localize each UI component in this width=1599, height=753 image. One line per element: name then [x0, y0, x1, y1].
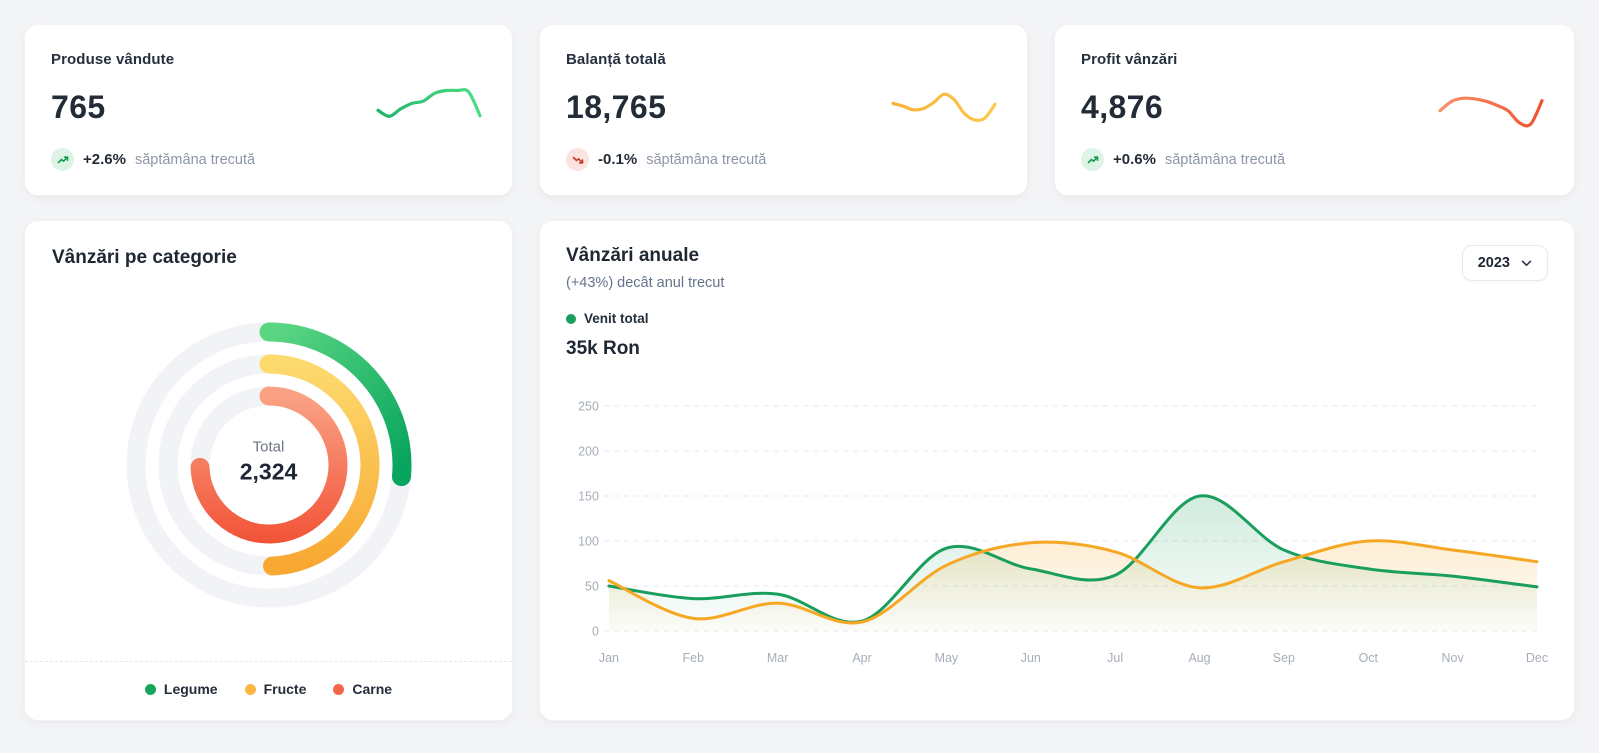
series-line-series-2: [607, 539, 1539, 625]
legend-item-carne[interactable]: Carne: [333, 681, 392, 697]
delta-value: -0.1%: [598, 151, 638, 168]
delta-value: +0.6%: [1113, 151, 1156, 168]
y-axis-label: 50: [585, 579, 599, 593]
series-line-venit-total: [607, 494, 1539, 624]
legend-item-legume[interactable]: Legume: [144, 681, 218, 697]
y-axis-label: 150: [578, 489, 599, 503]
stat-card-value: 18,765: [566, 88, 667, 125]
stat-card-profit-vanzari: Profit vânzări 4,876 +0.6% săptămâna tre…: [1054, 24, 1575, 196]
carne-dot-icon: [333, 683, 345, 695]
stat-card-title: Produse vândute: [51, 51, 175, 68]
legend-item-venit-total[interactable]: Venit total: [566, 311, 1548, 326]
annual-card-title: Vânzări anuale: [566, 245, 700, 266]
series-area-series-2: [608, 540, 1538, 631]
annual-area-chart: 0 50 100 150 200 250 Jan Feb Mar Apr May Jun Jul Aug S…: [578, 399, 1548, 665]
legend-label: Legume: [163, 681, 218, 697]
stat-card-title: Profit vânzări: [1081, 51, 1178, 68]
radial-bar-chart: Total 2,324: [25, 269, 512, 661]
fructe-dot-icon: [244, 683, 256, 695]
x-axis-label: Dec: [1526, 651, 1548, 665]
delta-note: săptămâna trecută: [134, 151, 256, 168]
y-axis-label: 100: [578, 534, 599, 548]
legume-dot-icon: [144, 683, 156, 695]
stat-card-delta-row: +2.6% săptămâna trecută: [51, 148, 486, 171]
trending-up-icon: [51, 148, 74, 171]
y-axis-label: 250: [578, 399, 599, 413]
category-card-title: Vânzări pe categorie: [52, 247, 237, 268]
x-axis-label: Apr: [852, 651, 871, 665]
sparkline-path: [1438, 96, 1544, 128]
x-axis-label: Jun: [1021, 651, 1041, 665]
annual-sales-card: Vânzări anuale (+43%) decât anul trecut …: [539, 220, 1575, 721]
x-axis-label: Mar: [767, 651, 788, 665]
radial-arc-legume: [259, 322, 411, 487]
radial-bar-svg: [126, 322, 411, 608]
legend-label: Venit total: [584, 311, 649, 326]
stat-card-delta-row: -0.1% săptămâna trecută: [566, 148, 1001, 171]
stat-card-title: Balanță totală: [566, 51, 666, 68]
stat-card-delta-row: +0.6% săptămâna trecută: [1081, 148, 1548, 171]
delta-note: săptămâna trecută: [1164, 151, 1286, 168]
x-axis-label: Feb: [683, 651, 705, 665]
legend-label: Carne: [352, 681, 393, 697]
sparkline-path: [376, 88, 482, 118]
x-axis-label: Nov: [1442, 651, 1465, 665]
radial-arc-fructe: [259, 354, 379, 576]
sparkline-chart-profit: [1438, 96, 1544, 128]
trending-down-icon: [566, 148, 589, 171]
delta-note: săptămâna trecută: [646, 151, 767, 168]
x-axis-label: Jan: [599, 651, 619, 665]
sparkline-chart-produse: [376, 88, 482, 118]
category-legend: Legume Fructe Carne: [25, 661, 512, 720]
x-axis-label: Jul: [1107, 651, 1123, 665]
delta-value: +2.6%: [83, 151, 126, 168]
stat-card-value: 765: [51, 88, 106, 125]
legend-item-fructe[interactable]: Fructe: [244, 681, 307, 697]
sparkline-path: [891, 92, 997, 123]
sparkline-chart-balanta: [891, 92, 997, 123]
annual-total-value: 35k Ron: [566, 338, 640, 359]
x-axis-label: Oct: [1359, 651, 1379, 665]
category-sales-card: Vânzări pe categorie Total 2,324 Legume …: [24, 220, 513, 721]
stat-card-balanta-totala: Balanță totală 18,765 -0.1% săptămâna tr…: [539, 24, 1028, 196]
y-axis-label: 200: [578, 444, 599, 458]
x-axis-label: May: [935, 651, 959, 665]
year-select[interactable]: 2023: [1461, 245, 1548, 281]
venit-total-dot-icon: [566, 313, 576, 324]
x-axis-label: Aug: [1188, 651, 1210, 665]
chevron-down-icon: [1521, 260, 1532, 267]
y-axis-label: 0: [592, 624, 599, 638]
annual-card-subtitle: (+43%) decât anul trecut: [566, 275, 725, 291]
trending-up-icon: [1081, 148, 1104, 171]
legend-label: Fructe: [263, 681, 307, 697]
x-axis-label: Sep: [1273, 651, 1295, 665]
stat-card-produse-vandute: Produse vândute 765 +2.6% săptămâna trec…: [24, 24, 513, 196]
stat-card-value: 4,876: [1081, 88, 1164, 125]
year-select-value: 2023: [1477, 255, 1510, 271]
radial-arc-carne: [190, 386, 347, 544]
